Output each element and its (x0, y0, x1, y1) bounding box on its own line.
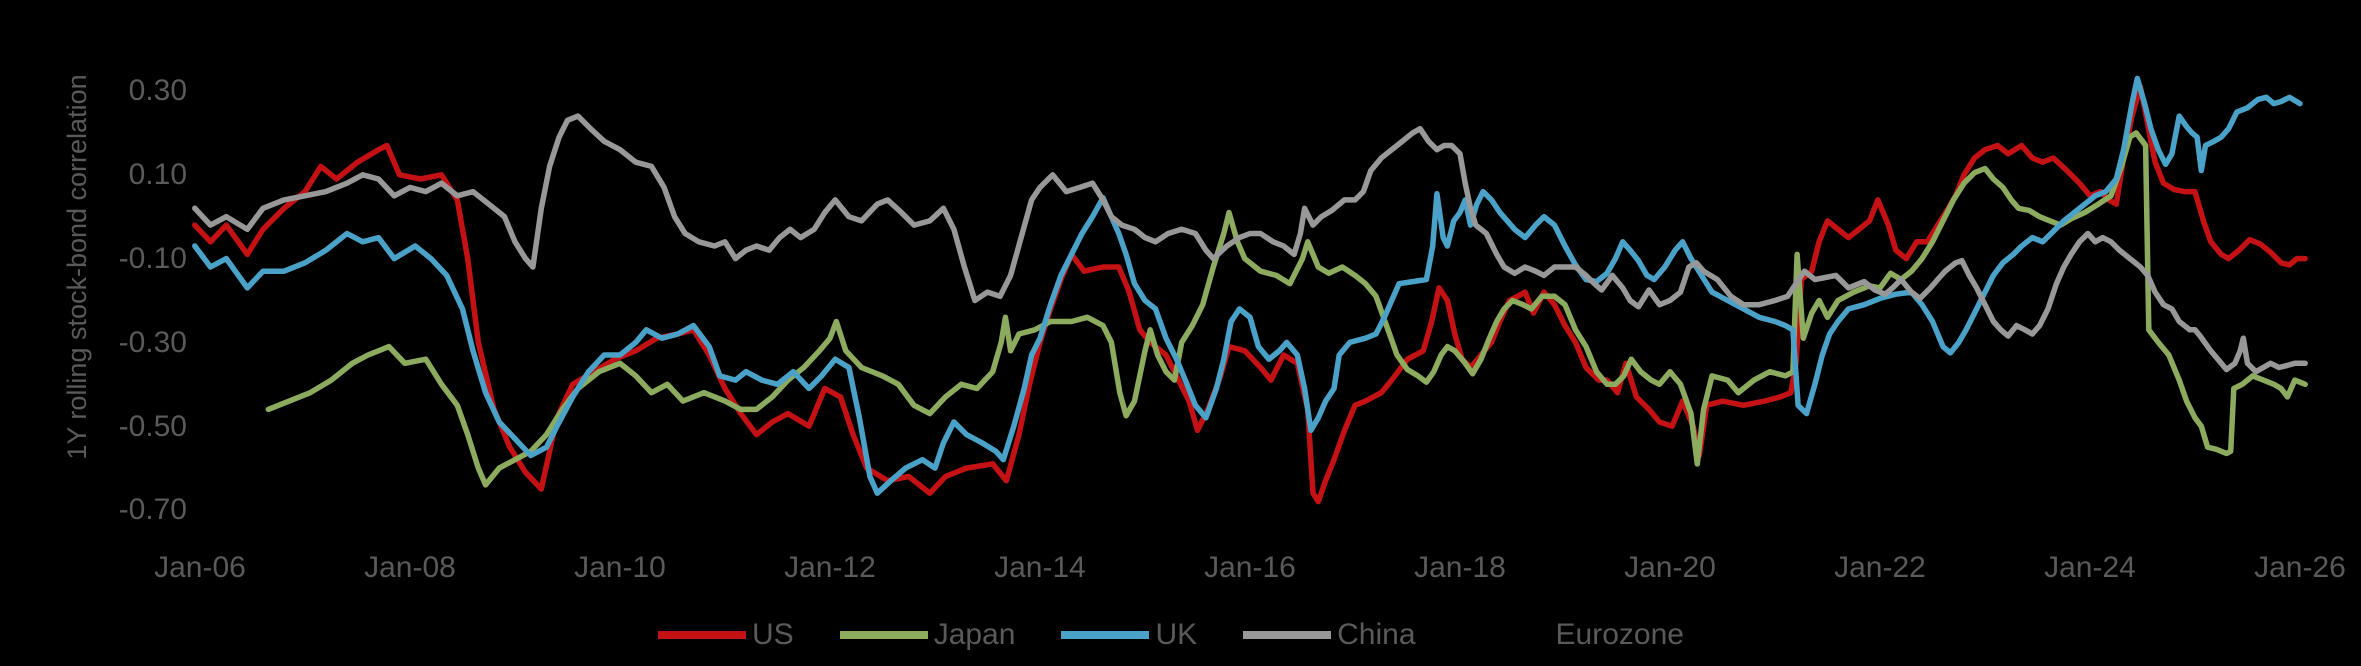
y-tick-label: -0.70 (118, 493, 187, 526)
legend-label-eurozone: Eurozone (1555, 618, 1684, 651)
x-tick-label: Jan-10 (574, 551, 666, 584)
uk-line-swatch-icon (1061, 631, 1150, 639)
legend: US Japan UK China Eurozone (658, 618, 1684, 652)
x-tick-label: Jan-18 (1414, 551, 1506, 584)
china-line-swatch-icon (1243, 631, 1332, 639)
y-tick-label: -0.30 (118, 326, 187, 359)
legend-item-japan: Japan (839, 618, 1016, 652)
legend-label-us: US (752, 618, 794, 651)
us-line-swatch-icon (658, 631, 746, 639)
x-tick-label: Jan-20 (1624, 551, 1716, 584)
y-tick-label: 0.30 (128, 74, 187, 107)
eurozone-line-swatch-icon (1461, 631, 1550, 639)
x-tick-label: Jan-06 (154, 551, 246, 584)
y-tick-label: -0.50 (118, 410, 187, 443)
legend-label-uk: UK (1155, 618, 1198, 651)
legend-item-china: China (1243, 618, 1416, 652)
series-line-uk (192, 75, 2303, 496)
series-line-us (192, 84, 2308, 505)
legend-label-china: China (1337, 618, 1416, 651)
x-tick-label: Jan-14 (994, 551, 1086, 584)
x-tick-label: Jan-08 (364, 551, 456, 584)
y-tick-label: -0.10 (118, 242, 187, 275)
series-line-china (192, 113, 2308, 375)
japan-line-swatch-icon (839, 631, 928, 639)
legend-item-uk: UK (1061, 618, 1197, 652)
x-tick-label: Jan-22 (1834, 551, 1926, 584)
x-tick-label: Jan-12 (784, 551, 876, 584)
y-tick-label: 0.10 (128, 158, 187, 191)
legend-item-eurozone: Eurozone (1461, 618, 1684, 652)
x-tick-label: Jan-26 (2254, 551, 2346, 584)
x-tick-label: Jan-16 (1204, 551, 1296, 584)
legend-item-us: US (658, 618, 794, 652)
legend-label-japan: Japan (933, 618, 1016, 651)
x-tick-label: Jan-24 (2044, 551, 2136, 584)
series-line-japan (265, 130, 2308, 488)
